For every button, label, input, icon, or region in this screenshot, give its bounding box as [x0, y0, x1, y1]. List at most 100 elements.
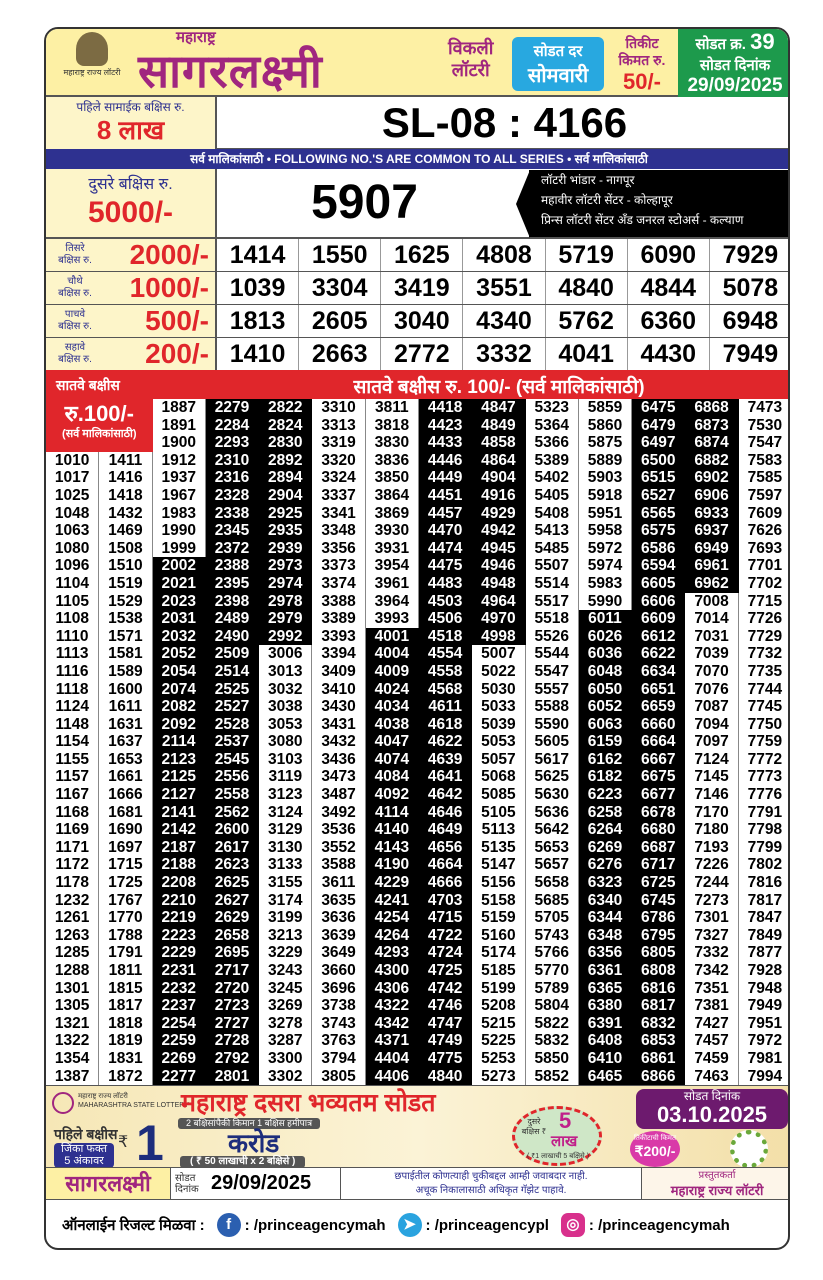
winning-number: 5085 — [472, 786, 526, 804]
telegram-icon[interactable]: ➤ — [397, 1213, 422, 1237]
winning-number: 4001 — [365, 627, 419, 646]
winning-number: 1322 — [46, 1032, 100, 1050]
instagram-link[interactable]: : /princeagencymah — [588, 1216, 730, 1234]
winning-number: 5850 — [526, 1049, 579, 1068]
telegram-link[interactable]: : /princeagencypl — [425, 1216, 549, 1234]
winning-number: 4642 — [418, 786, 473, 804]
winning-number: 3964 — [366, 592, 419, 611]
winning-number: 5822 — [526, 1014, 579, 1033]
second-amount-word: लाख — [551, 1133, 578, 1150]
winning-number: 6786 — [632, 909, 686, 927]
winning-number: 4775 — [418, 1049, 473, 1068]
facebook-icon[interactable]: f — [216, 1213, 241, 1237]
winning-number: 2556 — [205, 768, 260, 787]
seventh-prize-heading: सातवे बक्षीस रु. 100/- (सर्व मालिकांसाठी… — [353, 377, 645, 398]
winning-number: 6182 — [578, 768, 633, 787]
guarantee-note: 2 बक्षिसांपैकी किमान 1 बक्षिस हमीपात्र — [178, 1118, 321, 1129]
winning-number: 3931 — [366, 539, 419, 558]
winning-number: 7609 — [739, 505, 788, 523]
winning-number: 4322 — [365, 997, 419, 1015]
winning-number: 6805 — [632, 944, 686, 962]
winning-number: 6605 — [632, 574, 686, 593]
winning-number: 7776 — [739, 786, 788, 804]
winning-number: 2074 — [152, 680, 206, 699]
winning-number: 6162 — [578, 750, 633, 769]
winning-number: 7929 — [710, 239, 788, 271]
winning-number: 3419 — [381, 272, 464, 304]
winning-number: 5983 — [579, 574, 633, 593]
winning-number: 4092 — [365, 786, 419, 804]
footer-strip: सागरलक्ष्मी सोडत दिनांक 29/09/2025 छपाईतील… — [46, 1167, 788, 1200]
winning-number: 7928 — [739, 962, 788, 980]
facebook-link[interactable]: : /princeagencymah — [244, 1216, 386, 1234]
winning-number: 1116 — [46, 662, 100, 681]
winning-number: 2310 — [205, 451, 260, 470]
winning-number: 3639 — [312, 926, 366, 945]
winning-number: 1169 — [46, 821, 100, 839]
winning-number: 7702 — [739, 575, 788, 593]
winning-number: 5215 — [472, 1014, 526, 1033]
winning-number: 3432 — [312, 733, 366, 751]
winning-number: 7849 — [739, 927, 788, 945]
winning-number: 1770 — [99, 909, 153, 927]
winning-number: 7745 — [739, 698, 788, 716]
winning-number: 2904 — [259, 486, 313, 505]
winning-number: 5185 — [472, 962, 526, 980]
winning-number: 4306 — [365, 979, 419, 998]
winning-number: 7124 — [685, 750, 739, 769]
winning-number: 2208 — [152, 874, 206, 892]
winning-number: 5630 — [526, 786, 579, 804]
winning-number: 1261 — [46, 909, 100, 927]
festival-seal-icon — [730, 1130, 768, 1168]
winning-number: 2223 — [152, 926, 206, 945]
winning-number: 7726 — [739, 610, 788, 628]
winning-number: 6586 — [632, 539, 686, 558]
winning-number: 1080 — [46, 539, 100, 558]
winning-number: 4639 — [418, 750, 473, 769]
winning-number: 2720 — [205, 979, 260, 998]
prize-label: तिसरे बक्षिस रु. 2000/- — [46, 239, 217, 271]
winning-number: 7799 — [739, 839, 788, 857]
promo-title: महाराष्ट्र दसरा भव्यतम सोडत — [181, 1089, 436, 1117]
draw-day: सोमवारी — [527, 65, 589, 87]
winning-number: 3410 — [312, 680, 366, 699]
second-prize-amount: 5000/- — [87, 196, 174, 229]
winning-number: 5832 — [526, 1032, 579, 1050]
winning-number: 2509 — [205, 645, 260, 663]
winning-number: 4946 — [472, 557, 526, 575]
winning-number: 4041 — [546, 338, 628, 370]
winning-number: 2623 — [205, 856, 260, 875]
winning-number: 6725 — [632, 874, 686, 892]
winning-number: 4847 — [472, 399, 526, 417]
winning-number: 1025 — [46, 486, 100, 505]
winning-number: 1301 — [46, 979, 100, 998]
winning-number: 1637 — [99, 733, 153, 751]
prize-caption: चौथे बक्षिस रु. — [50, 276, 100, 300]
winning-number: 3635 — [312, 891, 366, 910]
winning-number: 4929 — [472, 504, 526, 523]
instagram-icon[interactable]: ◎ — [560, 1213, 585, 1237]
winning-number: 1715 — [99, 856, 153, 875]
winning-number: 5636 — [526, 803, 579, 822]
draw-day-label: सोडत दर — [533, 43, 583, 60]
winning-number: 3743 — [312, 1014, 366, 1033]
promo-org-en: MAHARASHTRA STATE LOTTERY — [78, 1102, 189, 1109]
winning-number: 6874 — [685, 434, 739, 452]
winning-number: 4038 — [365, 715, 419, 734]
first-amount-num: 1 — [136, 1115, 164, 1171]
winning-number: 3310 — [312, 399, 366, 417]
winning-number: 3229 — [259, 944, 313, 962]
winning-number: 4503 — [418, 592, 473, 611]
winning-number: 6223 — [578, 786, 633, 804]
winning-number: 4446 — [418, 451, 473, 470]
winning-number: 6853 — [632, 1032, 686, 1050]
winning-number: 7972 — [739, 1032, 788, 1050]
seventh-prize-label: सातवे बक्षीस — [56, 377, 120, 393]
winning-number: 7463 — [685, 1067, 739, 1086]
winning-number: 2629 — [205, 909, 260, 927]
winning-number: 2398 — [205, 592, 260, 611]
winning-number: 5605 — [526, 733, 579, 751]
winning-number: 6361 — [578, 962, 633, 980]
winning-number: 4864 — [472, 451, 526, 470]
prize-label: पाचवे बक्षिस रु. 500/- — [46, 305, 217, 337]
